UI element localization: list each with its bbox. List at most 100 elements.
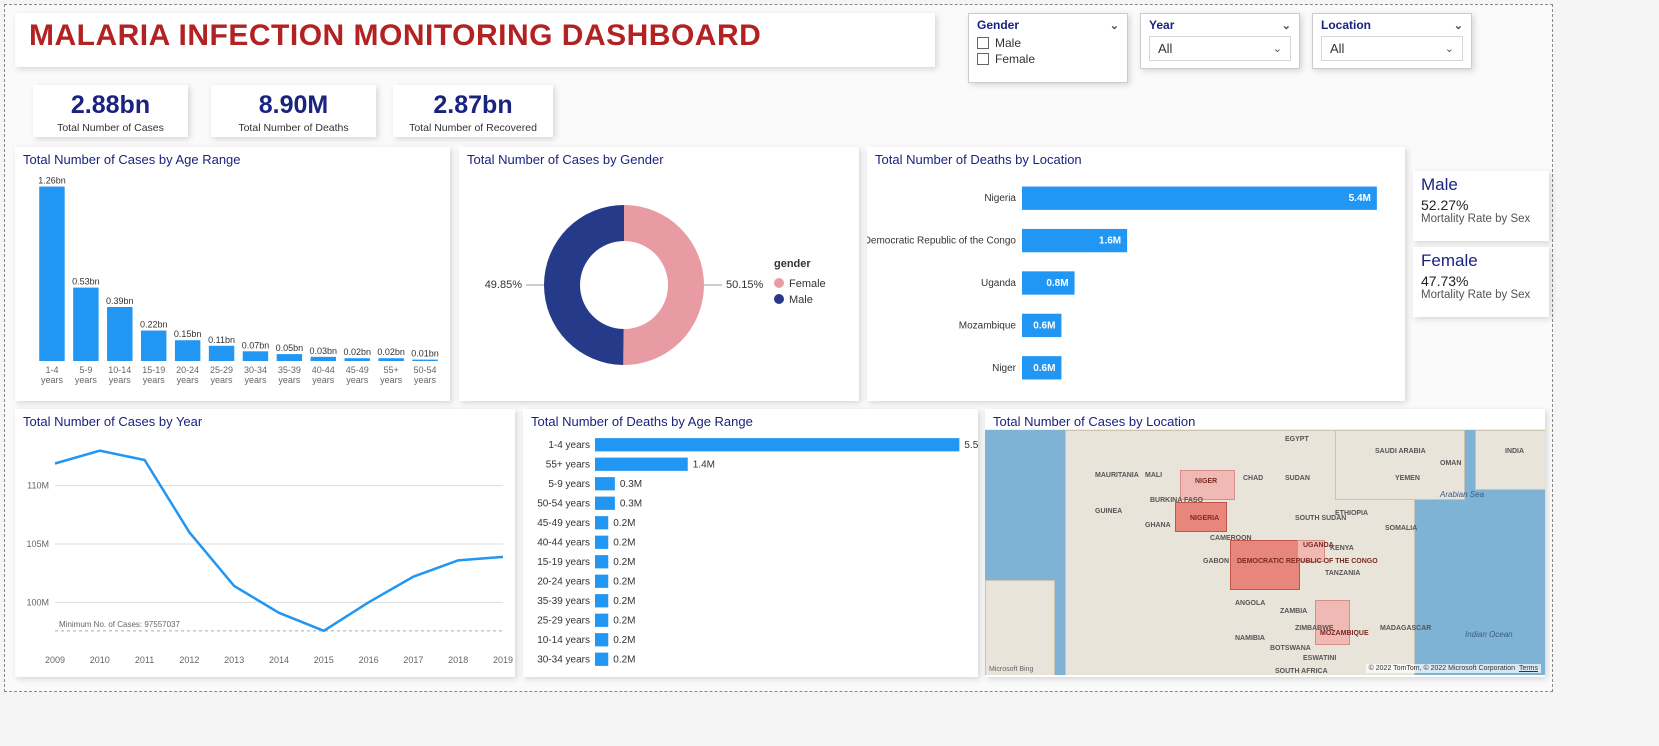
svg-text:49.85%: 49.85% xyxy=(485,279,523,291)
checkbox-male[interactable]: Male xyxy=(977,36,1119,50)
chart-map-title: Total Number of Cases by Location xyxy=(985,409,1545,429)
svg-text:0.07bn: 0.07bn xyxy=(242,340,270,350)
svg-text:2019: 2019 xyxy=(493,655,513,665)
svg-text:5-9: 5-9 xyxy=(79,365,92,375)
svg-text:years: years xyxy=(211,375,234,385)
card-female-title: Female xyxy=(1421,251,1541,271)
filter-year-select[interactable]: All ⌄ xyxy=(1149,36,1291,61)
svg-text:0.2M: 0.2M xyxy=(613,557,635,568)
svg-text:2009: 2009 xyxy=(45,655,65,665)
chevron-down-icon: ⌄ xyxy=(1445,42,1454,55)
svg-text:0.01bn: 0.01bn xyxy=(411,349,439,359)
chart-cases-by-location-map[interactable]: Total Number of Cases by Location EGYPTS… xyxy=(985,409,1545,677)
chart-cases-by-year[interactable]: Total Number of Cases by Year 100M105M11… xyxy=(15,409,515,677)
svg-text:years: years xyxy=(244,375,267,385)
svg-text:years: years xyxy=(346,375,369,385)
chart-deaths-by-age-title: Total Number of Deaths by Age Range xyxy=(523,409,978,429)
svg-text:gender: gender xyxy=(774,258,811,270)
svg-text:50.15%: 50.15% xyxy=(726,279,764,291)
chart-deaths-by-age[interactable]: Total Number of Deaths by Age Range 1-4 … xyxy=(523,409,978,677)
dashboard-title: MALARIA INFECTION MONITORING DASHBOARD xyxy=(29,19,921,53)
svg-text:0.3M: 0.3M xyxy=(620,498,642,509)
kpi-total-deaths-value: 8.90M xyxy=(221,91,366,120)
chart-cases-by-age-svg: 1.26bn1-4years0.53bn5-9years0.39bn10-14y… xyxy=(15,167,450,399)
svg-text:0.11bn: 0.11bn xyxy=(208,335,235,345)
svg-text:2012: 2012 xyxy=(179,655,199,665)
chevron-down-icon: ⌄ xyxy=(1110,19,1119,32)
svg-text:0.2M: 0.2M xyxy=(613,576,635,587)
kpi-total-cases-value: 2.88bn xyxy=(43,91,178,120)
chart-cases-by-age[interactable]: Total Number of Cases by Age Range 1.26b… xyxy=(15,147,450,401)
card-female-mortality: Female 47.73% Mortality Rate by Sex xyxy=(1413,247,1549,317)
svg-text:45-49 years: 45-49 years xyxy=(537,518,590,529)
chart-deaths-by-location-svg: Nigeria5.4MDemocratic Republic of the Co… xyxy=(867,167,1405,399)
svg-text:100M: 100M xyxy=(26,597,49,607)
svg-text:0.03bn: 0.03bn xyxy=(310,346,338,356)
kpi-total-cases: 2.88bn Total Number of Cases xyxy=(33,85,188,137)
svg-text:10-14 years: 10-14 years xyxy=(537,635,590,646)
checkbox-female[interactable]: Female xyxy=(977,52,1119,66)
svg-text:0.8M: 0.8M xyxy=(1046,278,1068,289)
svg-text:0.6M: 0.6M xyxy=(1033,320,1055,331)
chart-cases-by-year-title: Total Number of Cases by Year xyxy=(15,409,515,429)
svg-text:0.53bn: 0.53bn xyxy=(72,277,100,287)
svg-text:0.2M: 0.2M xyxy=(613,615,635,626)
svg-text:0.05bn: 0.05bn xyxy=(276,343,304,353)
title-panel: MALARIA INFECTION MONITORING DASHBOARD xyxy=(15,13,935,67)
svg-text:55+: 55+ xyxy=(383,365,398,375)
filter-gender[interactable]: Gender ⌄ Male Female xyxy=(968,13,1128,83)
map-canvas[interactable]: EGYPTSAUDI ARABIAOMANINDIAYEMENSUDANCHAD… xyxy=(985,429,1545,675)
svg-text:years: years xyxy=(109,375,132,385)
svg-text:0.2M: 0.2M xyxy=(613,654,635,665)
card-female-pct: 47.73% xyxy=(1421,273,1541,289)
svg-text:25-29 years: 25-29 years xyxy=(537,615,590,626)
svg-text:Female: Female xyxy=(789,278,826,290)
card-male-mortality: Male 52.27% Mortality Rate by Sex xyxy=(1413,171,1549,241)
dashboard-root: MALARIA INFECTION MONITORING DASHBOARD G… xyxy=(4,4,1553,692)
svg-text:0.2M: 0.2M xyxy=(613,596,635,607)
svg-text:years: years xyxy=(41,375,64,385)
checkbox-icon xyxy=(977,53,989,65)
chart-cases-by-gender[interactable]: Total Number of Cases by Gender 50.15% 49… xyxy=(459,147,859,401)
svg-text:1.6M: 1.6M xyxy=(1099,236,1121,247)
svg-text:years: years xyxy=(143,375,166,385)
svg-text:Male: Male xyxy=(789,294,813,306)
svg-text:50-54: 50-54 xyxy=(414,365,437,375)
svg-text:Uganda: Uganda xyxy=(981,278,1016,289)
svg-text:5.5M: 5.5M xyxy=(964,440,978,451)
svg-text:30-34: 30-34 xyxy=(244,365,267,375)
svg-text:20-24: 20-24 xyxy=(176,365,199,375)
svg-text:35-39 years: 35-39 years xyxy=(537,596,590,607)
svg-text:1.26bn: 1.26bn xyxy=(38,176,66,186)
chevron-down-icon: ⌄ xyxy=(1454,19,1463,32)
filter-location-select[interactable]: All ⌄ xyxy=(1321,36,1463,61)
svg-text:0.2M: 0.2M xyxy=(613,537,635,548)
checkbox-icon xyxy=(977,37,989,49)
filter-year[interactable]: Year ⌄ All ⌄ xyxy=(1140,13,1300,69)
svg-text:years: years xyxy=(414,375,437,385)
svg-text:50-54 years: 50-54 years xyxy=(537,498,590,509)
svg-text:years: years xyxy=(380,375,403,385)
filter-gender-label: Gender xyxy=(977,18,1019,32)
filter-location[interactable]: Location ⌄ All ⌄ xyxy=(1312,13,1472,69)
svg-text:0.2M: 0.2M xyxy=(613,518,635,529)
chart-deaths-by-age-svg: 1-4 years5.5M55+ years1.4M5-9 years0.3M5… xyxy=(523,429,978,675)
svg-text:0.2M: 0.2M xyxy=(613,635,635,646)
svg-text:1-4: 1-4 xyxy=(45,365,58,375)
chart-cases-by-gender-title: Total Number of Cases by Gender xyxy=(459,147,859,167)
svg-text:40-44 years: 40-44 years xyxy=(537,537,590,548)
svg-text:110M: 110M xyxy=(27,481,49,491)
svg-text:years: years xyxy=(312,375,335,385)
svg-text:1-4 years: 1-4 years xyxy=(548,440,590,451)
checkbox-female-label: Female xyxy=(995,52,1035,66)
filter-year-label: Year xyxy=(1149,18,1174,32)
svg-text:40-44: 40-44 xyxy=(312,365,335,375)
svg-text:years: years xyxy=(75,375,98,385)
svg-text:Minimum No. of Cases: 97557037: Minimum No. of Cases: 97557037 xyxy=(59,620,181,629)
chart-deaths-by-location[interactable]: Total Number of Deaths by Location Niger… xyxy=(867,147,1405,401)
checkbox-male-label: Male xyxy=(995,36,1021,50)
svg-text:0.15bn: 0.15bn xyxy=(174,329,202,339)
svg-text:2018: 2018 xyxy=(448,655,468,665)
svg-text:2013: 2013 xyxy=(224,655,244,665)
kpi-total-recovered: 2.87bn Total Number of Recovered xyxy=(393,85,553,137)
